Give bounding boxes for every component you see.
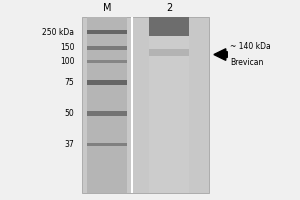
Bar [87,46,127,50]
Bar [82,17,209,193]
Bar [87,143,127,146]
Text: 150: 150 [60,43,74,52]
FancyArrow shape [214,49,227,60]
Text: 50: 50 [64,109,74,118]
Text: ~ 140 kDa: ~ 140 kDa [230,42,271,51]
Bar [87,80,127,85]
Text: 2: 2 [166,3,172,13]
Bar [87,111,127,116]
Text: 37: 37 [64,140,74,149]
Bar [149,17,189,193]
Bar [149,17,189,36]
Text: 75: 75 [64,78,74,87]
Text: M: M [103,3,111,13]
Bar [87,30,127,34]
Text: 100: 100 [60,57,74,66]
Bar [87,60,127,63]
Bar [87,17,127,193]
Bar [131,17,133,193]
Bar [149,49,189,56]
Text: 250 kDa: 250 kDa [42,28,74,37]
Text: Brevican: Brevican [230,58,264,67]
